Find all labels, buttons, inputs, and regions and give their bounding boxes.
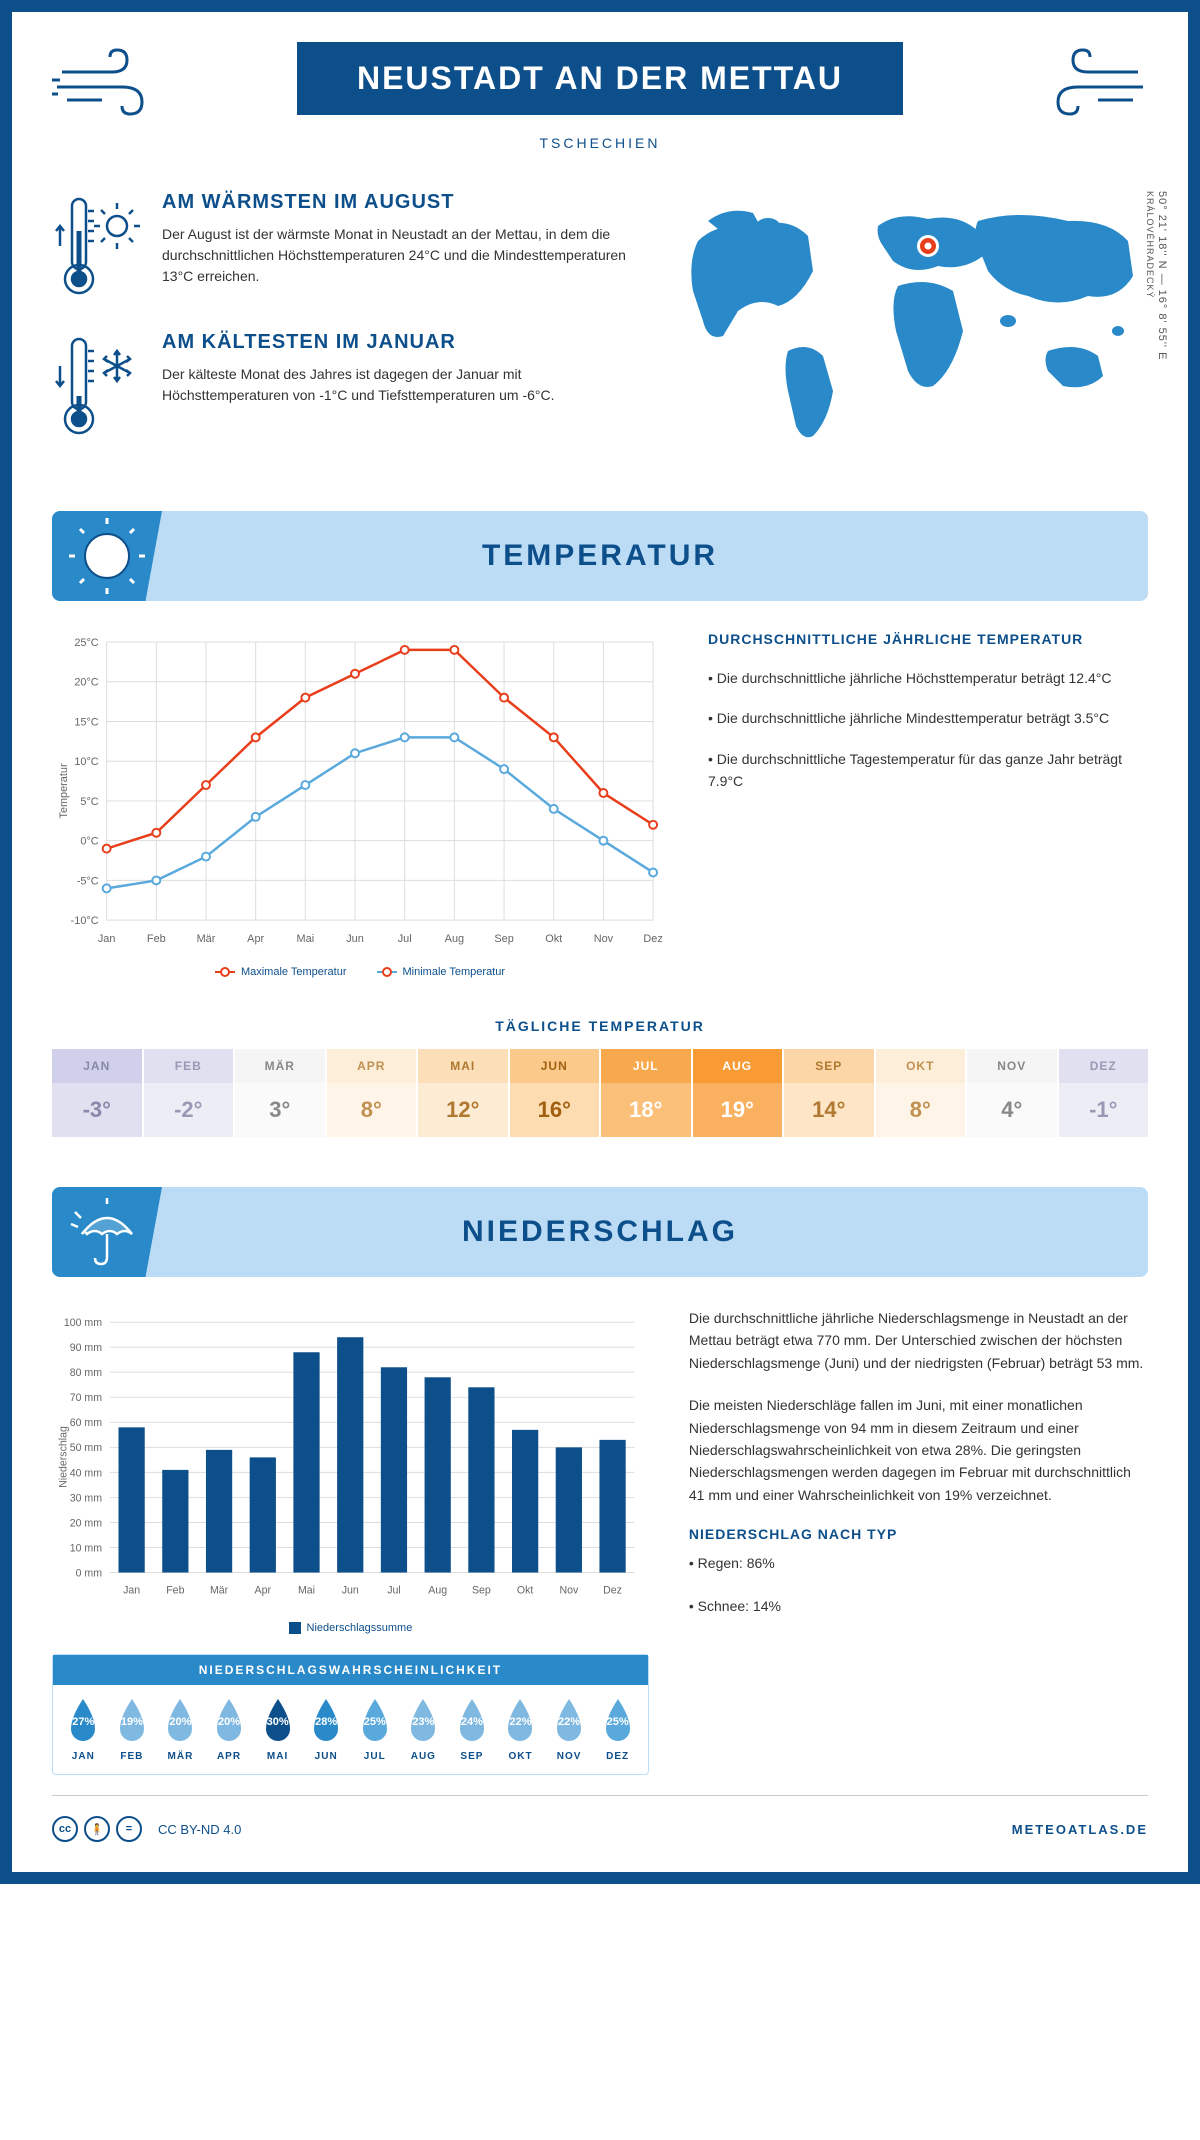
license-text: CC BY-ND 4.0	[158, 1822, 241, 1837]
header: NEUSTADT AN DER METTAU TSCHECHIEN	[52, 42, 1148, 151]
svg-text:15°C: 15°C	[74, 716, 98, 728]
page-title: NEUSTADT AN DER METTAU	[297, 42, 903, 115]
section-precipitation: NIEDERSCHLAG	[52, 1187, 1148, 1277]
fact-cold-title: AM KÄLTESTEN IM JANUAR	[162, 331, 628, 354]
fact-coldest: AM KÄLTESTEN IM JANUAR Der kälteste Mona…	[52, 331, 628, 441]
svg-text:20°C: 20°C	[74, 677, 98, 689]
svg-text:-10°C: -10°C	[71, 915, 99, 927]
svg-text:Temperatur: Temperatur	[58, 763, 70, 819]
footer: cc 🧍 = CC BY-ND 4.0 METEOATLAS.DE	[52, 1795, 1148, 1842]
svg-text:100 mm: 100 mm	[64, 1317, 102, 1329]
svg-text:40 mm: 40 mm	[70, 1467, 103, 1479]
page-subtitle: TSCHECHIEN	[52, 135, 1148, 151]
svg-text:Apr: Apr	[255, 1585, 272, 1597]
svg-text:Jan: Jan	[98, 933, 116, 945]
sun-icon	[67, 516, 147, 596]
svg-text:Niederschlag: Niederschlag	[57, 1426, 69, 1488]
svg-text:Sep: Sep	[494, 933, 513, 945]
svg-text:Mär: Mär	[197, 933, 216, 945]
svg-text:20 mm: 20 mm	[70, 1517, 103, 1529]
temp-facts: DURCHSCHNITTLICHE JÄHRLICHE TEMPERATUR •…	[708, 631, 1148, 978]
svg-text:0°C: 0°C	[80, 836, 98, 848]
svg-text:80 mm: 80 mm	[70, 1367, 103, 1379]
brand: METEOATLAS.DE	[1012, 1822, 1148, 1837]
svg-text:0 mm: 0 mm	[76, 1567, 103, 1579]
precip-text: Die durchschnittliche jährliche Niedersc…	[689, 1307, 1148, 1775]
svg-text:Feb: Feb	[147, 933, 166, 945]
svg-text:Aug: Aug	[445, 933, 464, 945]
svg-text:Dez: Dez	[603, 1585, 622, 1597]
svg-text:25°C: 25°C	[74, 637, 98, 649]
svg-text:60 mm: 60 mm	[70, 1417, 103, 1429]
svg-text:50 mm: 50 mm	[70, 1442, 103, 1454]
umbrella-icon	[67, 1192, 147, 1272]
temperature-chart: -10°C -5°C 0°C 5°C 10°C 15°C 20°C 25°C Jan Feb Mär…	[52, 631, 668, 978]
svg-text:Mai: Mai	[298, 1585, 315, 1597]
svg-text:30 mm: 30 mm	[70, 1492, 103, 1504]
svg-text:Mai: Mai	[297, 933, 315, 945]
daily-temp-title: TÄGLICHE TEMPERATUR	[52, 1018, 1148, 1034]
fact-cold-text: Der kälteste Monat des Jahres ist dagege…	[162, 364, 628, 406]
svg-text:70 mm: 70 mm	[70, 1392, 103, 1404]
svg-text:Okt: Okt	[517, 1585, 534, 1597]
cc-icon: cc	[52, 1816, 78, 1842]
svg-text:Jun: Jun	[342, 1585, 359, 1597]
coordinates: 50° 21' 18'' N — 16° 8' 55'' E KRÁLOVÉHR…	[1144, 191, 1168, 360]
fact-warm-text: Der August ist der wärmste Monat in Neus…	[162, 224, 628, 287]
wind-icon-left	[52, 42, 172, 122]
precipitation-probability: NIEDERSCHLAGSWAHRSCHEINLICHKEIT 27%JAN19…	[52, 1654, 649, 1775]
svg-text:5°C: 5°C	[80, 796, 98, 808]
fact-warm-title: AM WÄRMSTEN IM AUGUST	[162, 191, 628, 214]
precipitation-chart: 0 mm 10 mm 20 mm 30 mm 40 mm 50 mm 60 mm 70 mm 8…	[52, 1307, 649, 1634]
nd-icon: =	[116, 1816, 142, 1842]
section-temperature: TEMPERATUR	[52, 511, 1148, 601]
svg-text:Jun: Jun	[346, 933, 364, 945]
svg-text:Nov: Nov	[559, 1585, 579, 1597]
wind-icon-right	[1028, 42, 1148, 122]
temp-legend: .legend-swatch:nth-child(1)::after{borde…	[52, 966, 668, 978]
svg-text:Aug: Aug	[428, 1585, 447, 1597]
svg-text:Dez: Dez	[643, 933, 662, 945]
fact-warmest: AM WÄRMSTEN IM AUGUST Der August ist der…	[52, 191, 628, 301]
svg-text:Nov: Nov	[594, 933, 614, 945]
svg-text:Sep: Sep	[472, 1585, 491, 1597]
world-map: 50° 21' 18'' N — 16° 8' 55'' E KRÁLOVÉHR…	[668, 191, 1148, 471]
svg-text:90 mm: 90 mm	[70, 1342, 103, 1354]
daily-temp-table: JAN-3°FEB-2°MÄR3°APR8°MAI12°JUN16°JUL18°…	[52, 1049, 1148, 1137]
svg-text:Jul: Jul	[398, 933, 412, 945]
svg-text:10°C: 10°C	[74, 756, 98, 768]
svg-text:-5°C: -5°C	[77, 875, 99, 887]
thermometer-cold-icon	[52, 331, 142, 441]
svg-text:Okt: Okt	[545, 933, 562, 945]
svg-text:Jul: Jul	[387, 1585, 401, 1597]
svg-text:Feb: Feb	[166, 1585, 184, 1597]
by-icon: 🧍	[84, 1816, 110, 1842]
svg-text:10 mm: 10 mm	[70, 1542, 103, 1554]
thermometer-hot-icon	[52, 191, 142, 301]
svg-text:Apr: Apr	[247, 933, 264, 945]
svg-text:Jan: Jan	[123, 1585, 140, 1597]
svg-text:Mär: Mär	[210, 1585, 229, 1597]
